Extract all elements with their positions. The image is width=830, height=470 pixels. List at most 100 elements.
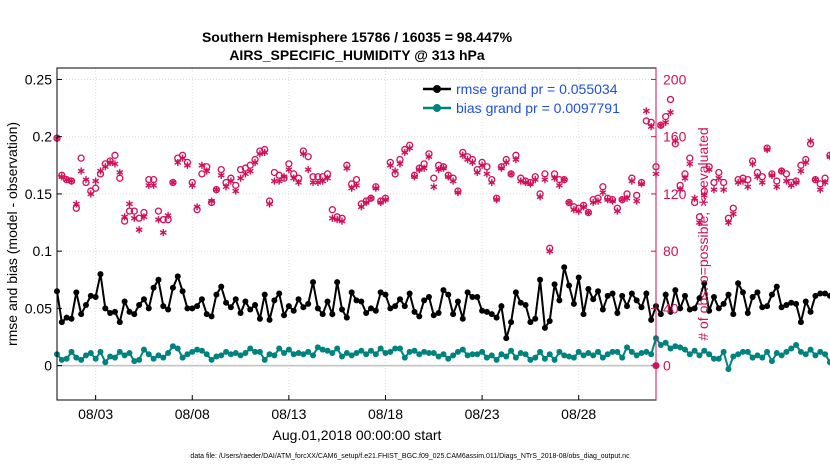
bias-point xyxy=(155,352,162,359)
obs-evaluated-marker xyxy=(179,154,187,162)
bias-point xyxy=(628,348,635,355)
obs-evaluated-marker xyxy=(526,180,534,188)
obs-asterisk-stroke xyxy=(792,180,800,185)
rmse-point xyxy=(681,292,688,299)
bias-point xyxy=(532,354,539,361)
obs-evaluated-marker xyxy=(362,198,370,207)
obs-evaluated-marker xyxy=(493,196,501,204)
rmse-point xyxy=(512,289,519,296)
obs-evaluated-marker xyxy=(778,167,786,175)
bias-point xyxy=(367,347,374,354)
rmse-point xyxy=(459,315,466,322)
obs-asterisk-stroke xyxy=(502,160,510,165)
rmse-point xyxy=(788,299,795,306)
obs-evaluated-marker xyxy=(353,181,360,189)
rmse-point xyxy=(285,303,292,310)
obs-evaluated-marker xyxy=(570,206,578,214)
obs-asterisk-stroke xyxy=(580,204,588,210)
rmse-point xyxy=(725,291,732,298)
bias-point xyxy=(744,348,751,355)
bias-point xyxy=(261,356,268,363)
bias-point xyxy=(377,345,384,352)
rmse-point xyxy=(121,298,128,305)
obs-evaluated-marker xyxy=(497,164,505,172)
obs-asterisk-stroke xyxy=(739,178,747,184)
obs-asterisk-stroke xyxy=(464,157,472,162)
bias-point xyxy=(677,344,684,351)
obs-asterisk-stroke xyxy=(251,160,259,165)
obs-asterisk-stroke xyxy=(691,195,699,201)
x-tick-label: 08/23 xyxy=(465,406,500,422)
obs-possible-marker xyxy=(430,174,438,182)
obs-asterisk-stroke xyxy=(609,198,617,204)
rmse-point xyxy=(488,311,495,318)
rmse-point xyxy=(314,305,321,312)
obs-asterisk-stroke xyxy=(183,162,191,168)
bias-point xyxy=(392,345,399,352)
y-axis-left-label: rmse and bias (model - observation) xyxy=(4,122,20,346)
y-right-tick-label: 80 xyxy=(663,243,679,259)
obs-asterisk-stroke xyxy=(116,170,124,175)
rmse-point xyxy=(223,299,230,306)
obs-asterisk-stroke xyxy=(613,208,621,214)
rmse-point xyxy=(155,276,162,283)
obs-asterisk-stroke xyxy=(135,227,143,233)
rmse-point xyxy=(604,292,611,299)
y-right-tick-label: 0 xyxy=(663,358,671,374)
obs-evaluated-marker xyxy=(662,118,670,126)
x-tick-label: 08/18 xyxy=(368,406,403,422)
y-right-tick-label: 40 xyxy=(663,300,679,316)
bias-point xyxy=(421,348,428,355)
rmse-point xyxy=(686,306,693,313)
rmse-point xyxy=(440,287,447,294)
obs-evaluated-marker xyxy=(478,161,486,169)
rmse-point xyxy=(590,296,597,303)
y-left-tick-label: 0.15 xyxy=(25,186,52,202)
obs-evaluated-marker xyxy=(691,194,699,202)
obs-possible-marker xyxy=(642,117,650,125)
bias-point xyxy=(121,352,128,359)
rmse-point xyxy=(662,291,669,298)
bias-point xyxy=(604,351,611,358)
obs-asterisk-stroke xyxy=(647,124,655,130)
rmse-point xyxy=(387,305,394,312)
y-left-tick-label: 0.2 xyxy=(33,129,53,145)
obs-evaluated-marker xyxy=(522,178,530,187)
obs-evaluated-marker xyxy=(715,174,723,182)
bias-point xyxy=(324,347,331,354)
rmse-point xyxy=(150,284,157,291)
bias-point xyxy=(778,352,785,359)
obs-asterisk-stroke xyxy=(584,210,592,215)
obs-asterisk-stroke xyxy=(468,160,476,165)
bias-point xyxy=(826,359,830,366)
obs-asterisk-stroke xyxy=(570,207,578,213)
obs-asterisk-stroke xyxy=(304,167,312,173)
obs-evaluated-marker xyxy=(135,226,143,234)
obs-evaluated-marker xyxy=(232,187,240,195)
obs-asterisk-stroke xyxy=(459,152,467,158)
bias-point xyxy=(508,347,515,354)
obs-asterisk-stroke xyxy=(415,167,423,173)
rmse-point xyxy=(160,303,167,310)
obs-evaluated-marker xyxy=(686,160,694,168)
obs-asterisk-stroke xyxy=(449,178,457,184)
obs-evaluated-marker xyxy=(164,211,172,219)
obs-asterisk-stroke xyxy=(338,218,346,224)
rmse-point xyxy=(551,281,558,288)
obs-evaluated-marker xyxy=(314,178,322,187)
bias-point xyxy=(768,358,775,365)
obs-asterisk-stroke xyxy=(768,172,776,178)
obs-evaluated-marker xyxy=(671,137,679,145)
obs-asterisk-stroke xyxy=(773,184,781,190)
bias-point xyxy=(541,355,548,362)
obs-evaluated-marker xyxy=(444,173,452,181)
obs-asterisk-stroke xyxy=(478,162,486,168)
obs-evaluated-marker xyxy=(739,177,747,185)
rmse-point xyxy=(208,313,215,320)
bias-point xyxy=(314,344,321,351)
rmse-point xyxy=(218,283,225,290)
obs-possible-marker xyxy=(328,206,336,214)
rmse-point xyxy=(566,282,573,289)
obs-asterisk-stroke xyxy=(406,145,414,151)
rmse-point xyxy=(739,289,746,296)
